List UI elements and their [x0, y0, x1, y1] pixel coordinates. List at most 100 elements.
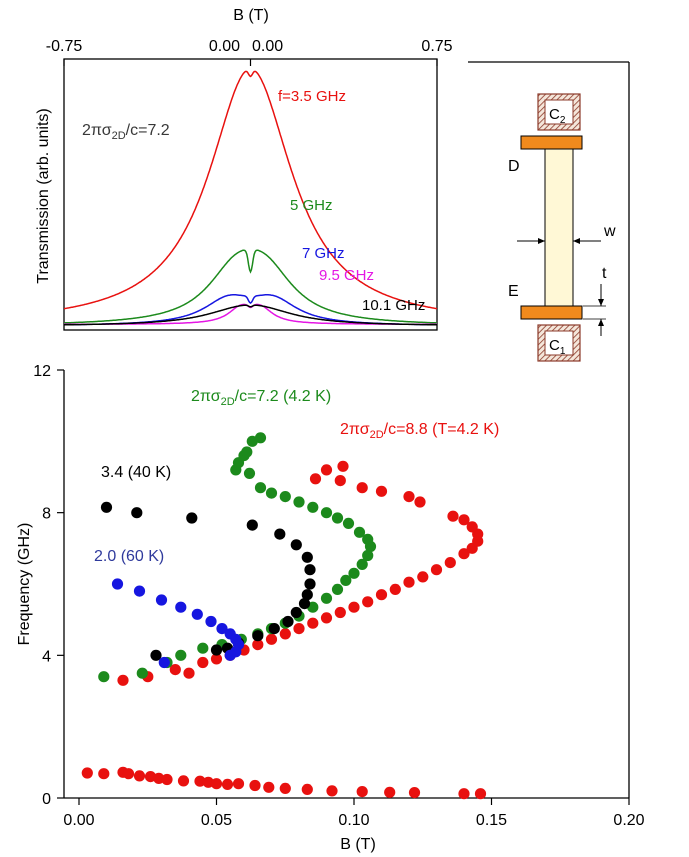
point-s0-17	[301, 783, 313, 796]
point-s0-37	[320, 612, 333, 624]
point-s2-6	[301, 551, 313, 563]
point-s1-25	[293, 496, 305, 508]
point-s0-35	[293, 623, 305, 635]
point-s1-23	[320, 507, 333, 519]
point-s0-21	[408, 787, 421, 799]
point-s1-20	[353, 526, 366, 538]
point-s2-2	[186, 512, 198, 524]
point-s0-39	[348, 601, 360, 613]
point-s1-17	[362, 549, 374, 562]
point-s1-27	[265, 487, 278, 499]
point-s1-35	[241, 446, 253, 458]
point-s0-24	[117, 674, 129, 686]
point-s1-15	[348, 567, 360, 579]
point-s0-14	[249, 779, 261, 792]
point-s1-24	[307, 501, 319, 513]
series-label-10p1ghz: 10.1 GHz	[362, 297, 425, 314]
point-s0-8	[177, 775, 190, 787]
series-label-2p0: 2.0 (60 K)	[94, 548, 164, 565]
point-s0-59	[309, 473, 322, 485]
main-x-tick-label-3: 0.15	[476, 812, 507, 829]
point-s2-18	[150, 649, 162, 661]
point-s1-19	[362, 533, 374, 546]
point-s0-0	[81, 767, 93, 779]
label-e: E	[508, 283, 519, 300]
point-s0-54	[414, 496, 426, 508]
point-s2-11	[290, 606, 302, 619]
point-s1-34	[254, 432, 267, 444]
point-s2-1	[131, 507, 143, 519]
x-tick-label-neg-075: -0.75	[46, 38, 83, 55]
point-s3-3	[175, 601, 187, 613]
point-s0-46	[444, 557, 456, 569]
point-s2-17	[210, 644, 223, 656]
point-s0-26	[169, 664, 181, 676]
main-y-tick-label-3: 12	[33, 363, 51, 380]
point-s0-51	[466, 521, 478, 533]
point-s1-3	[175, 649, 187, 661]
point-s0-32	[252, 639, 264, 651]
transmission-chart: B (T) Transmission (arb. units) -0.75 0.…	[35, 7, 453, 331]
series-label-5ghz: 5 GHz	[290, 197, 333, 214]
point-s0-53	[447, 510, 459, 522]
strip	[544, 143, 574, 313]
point-s1-22	[331, 512, 344, 524]
series-label-3p5ghz: f=3.5 GHz	[278, 88, 346, 105]
point-s1-1	[136, 667, 148, 679]
point-s2-9	[301, 589, 313, 601]
point-s2-7	[304, 564, 316, 576]
point-s2-8	[304, 578, 316, 590]
point-s0-33	[265, 633, 278, 645]
point-s0-44	[417, 571, 429, 583]
point-s0-20	[384, 786, 396, 798]
contact-e	[520, 305, 583, 320]
point-s0-1	[98, 768, 110, 780]
point-s0-55	[403, 491, 415, 503]
main-x-axis-label: B (T)	[340, 836, 376, 853]
point-s0-42	[389, 583, 401, 596]
point-s2-12	[282, 615, 294, 628]
point-s1-16	[356, 558, 368, 571]
point-s0-61	[337, 460, 349, 472]
point-s0-36	[307, 617, 319, 629]
frequency-chart: 0.00 0.05 0.10 0.15 0.20 0 4 8 12 B (T) Frequenc…	[16, 363, 645, 853]
contact-pad-c2-inner	[544, 99, 574, 125]
label-d: D	[508, 158, 520, 175]
point-s0-3	[122, 768, 135, 780]
point-s2-4	[274, 528, 286, 540]
point-s2-5	[290, 539, 302, 551]
point-s1-21	[342, 517, 355, 530]
point-s1-29	[243, 467, 256, 479]
point-s0-9	[194, 775, 206, 787]
contact-pad-c1-inner	[544, 330, 574, 356]
main-x-tick-label-0: 0.00	[63, 812, 94, 829]
point-s0-23	[474, 788, 487, 800]
x-tick-label-zero-a: 0.00	[209, 38, 240, 55]
series-label-7ghz: 7 GHz	[302, 245, 345, 262]
point-s0-60	[320, 464, 333, 476]
point-s3-2	[155, 594, 168, 606]
point-s1-13	[331, 583, 344, 596]
point-s0-16	[279, 782, 291, 795]
device-schematic: C2 C1 D E w t	[508, 93, 616, 362]
point-s2-13	[268, 623, 280, 635]
main-x-tick-label-2: 0.10	[338, 812, 369, 829]
point-s0-58	[334, 475, 346, 487]
point-s3-0	[111, 578, 124, 590]
point-s0-28	[197, 656, 209, 669]
point-s3-12	[158, 656, 170, 669]
point-s0-6	[153, 772, 165, 785]
point-s1-31	[230, 464, 242, 476]
transmission-x-axis-label: B (T)	[233, 7, 269, 24]
point-s0-56	[375, 485, 388, 497]
transmission-curve-1	[64, 249, 437, 324]
point-s0-12	[221, 778, 234, 791]
point-s1-28	[254, 482, 267, 494]
main-y-tick-label-1: 4	[42, 648, 51, 665]
point-s0-11	[210, 778, 223, 790]
point-s0-47	[458, 548, 470, 560]
point-s0-7	[161, 773, 173, 786]
point-s3-11	[224, 649, 236, 661]
point-s1-14	[340, 574, 352, 587]
point-s1-26	[279, 491, 291, 503]
